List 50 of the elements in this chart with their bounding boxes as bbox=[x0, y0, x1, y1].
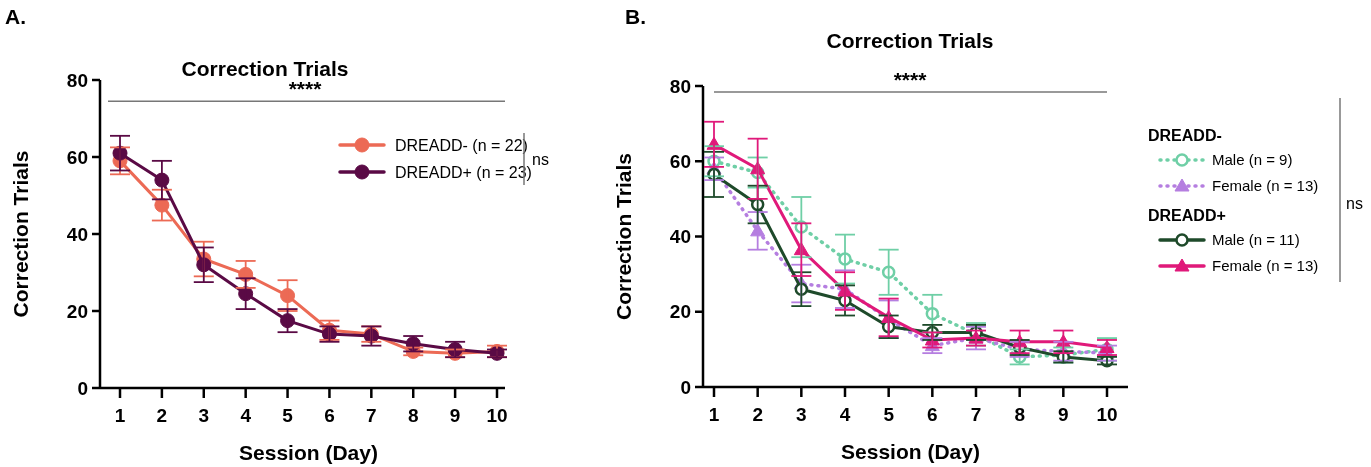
y-tick-label: 20 bbox=[66, 300, 88, 322]
x-axis-title: Session (Day) bbox=[841, 440, 980, 463]
x-tick-label: 5 bbox=[282, 405, 294, 426]
legend-label: DREADD- (n = 22) bbox=[395, 136, 528, 154]
ref-line-label: **** bbox=[893, 68, 928, 92]
y-tick-label: 40 bbox=[66, 223, 88, 245]
y-tick-label: 20 bbox=[669, 301, 691, 323]
x-axis-title: Session (Day) bbox=[239, 441, 378, 464]
x-tick-label: 2 bbox=[156, 405, 168, 426]
legend-label: Female (n = 13) bbox=[1212, 257, 1319, 275]
text: ns bbox=[532, 150, 549, 168]
chart-title: Correction Trials bbox=[826, 29, 994, 52]
x-tick-label: 4 bbox=[240, 405, 252, 426]
legend-label: Female (n = 13) bbox=[1212, 177, 1319, 195]
x-tick-label: 6 bbox=[927, 404, 938, 425]
x-tick-label: 7 bbox=[366, 405, 377, 426]
x-tick-label: 2 bbox=[752, 404, 763, 425]
legend-label: DREADD+ (n = 23) bbox=[395, 163, 532, 181]
text: DREADD- bbox=[1148, 126, 1222, 144]
x-tick-label: 10 bbox=[1096, 404, 1118, 425]
y-tick-label: 60 bbox=[669, 150, 691, 172]
legend-label: Male (n = 11) bbox=[1212, 231, 1300, 249]
y-tick-label: 0 bbox=[77, 377, 88, 399]
legend-label: Male (n = 9) bbox=[1212, 151, 1293, 169]
x-tick-label: 3 bbox=[796, 404, 807, 425]
text: B. bbox=[625, 5, 646, 28]
x-tick-label: 4 bbox=[839, 404, 851, 425]
x-tick-label: 10 bbox=[486, 405, 508, 426]
y-axis-title: Correction Trials bbox=[9, 150, 32, 318]
x-tick-label: 1 bbox=[114, 405, 126, 426]
x-tick-label: 8 bbox=[1014, 404, 1025, 425]
x-tick-label: 3 bbox=[198, 405, 210, 426]
y-tick-label: 0 bbox=[680, 376, 691, 398]
x-tick-label: 9 bbox=[449, 405, 461, 426]
y-tick-label: 80 bbox=[669, 75, 691, 97]
x-tick-label: 9 bbox=[1058, 404, 1069, 425]
y-tick-label: 80 bbox=[66, 69, 88, 91]
x-tick-label: 7 bbox=[970, 404, 982, 425]
x-tick-label: 1 bbox=[708, 404, 720, 425]
text: A. bbox=[5, 5, 26, 28]
chart-title: Correction Trials bbox=[181, 57, 349, 80]
ref-line-label: **** bbox=[288, 77, 323, 101]
y-axis-title: Correction Trials bbox=[612, 153, 635, 320]
x-tick-label: 8 bbox=[407, 405, 419, 426]
y-tick-label: 40 bbox=[669, 226, 691, 248]
text: DREADD+ bbox=[1148, 206, 1226, 224]
x-tick-label: 5 bbox=[883, 404, 895, 425]
y-tick-label: 60 bbox=[66, 146, 88, 168]
x-tick-label: 6 bbox=[324, 405, 335, 426]
text: ns bbox=[1346, 194, 1363, 212]
